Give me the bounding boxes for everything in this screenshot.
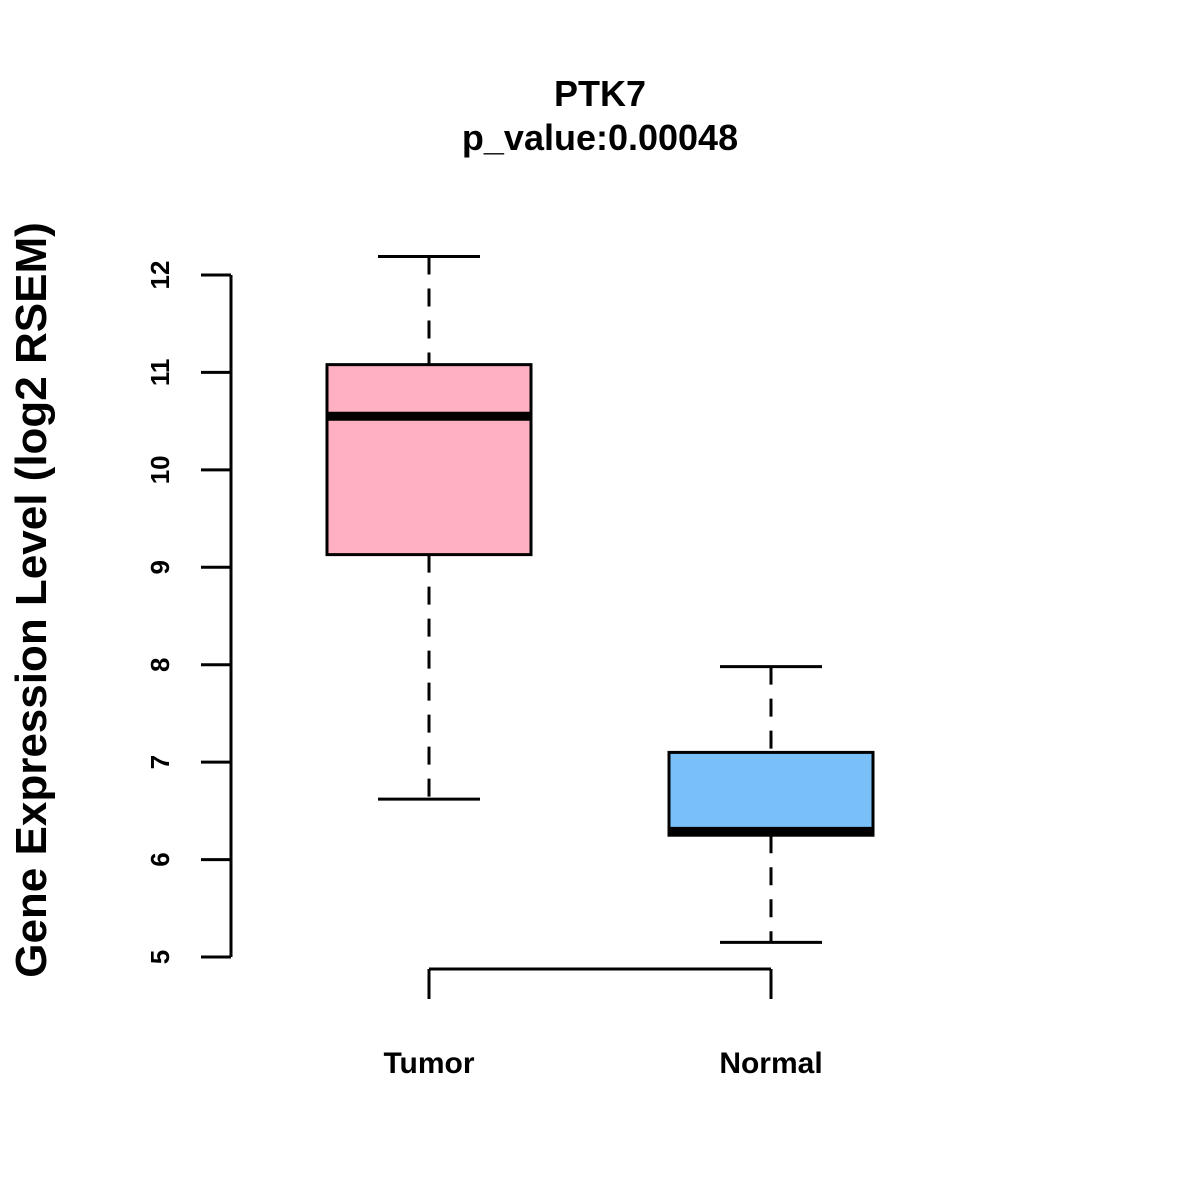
x-axis: Tumor Normal bbox=[383, 967, 823, 1080]
x-tick-label: Normal bbox=[719, 1047, 822, 1080]
y-tick-label: 7 bbox=[145, 755, 175, 769]
iqr-box bbox=[667, 750, 875, 837]
y-tick-label: 8 bbox=[145, 657, 175, 671]
x-tick-label: Tumor bbox=[383, 1047, 474, 1080]
chart-title: PTK7 bbox=[554, 73, 646, 114]
box-normal bbox=[667, 665, 875, 944]
y-tick-label: 5 bbox=[145, 950, 175, 964]
iqr-box bbox=[325, 363, 533, 557]
y-axis-label: Gene Expression Level (log2 RSEM) bbox=[7, 222, 56, 978]
y-tick-label: 6 bbox=[145, 852, 175, 866]
y-tick-label: 10 bbox=[145, 455, 175, 484]
y-tick-label: 9 bbox=[145, 560, 175, 574]
y-axis: 5 6 7 8 9 10 11 12 bbox=[145, 261, 233, 964]
y-tick-label: 11 bbox=[145, 359, 175, 387]
chart-subtitle: p_value:0.00048 bbox=[462, 117, 738, 158]
boxes bbox=[325, 254, 875, 944]
y-tick-label: 12 bbox=[145, 261, 175, 290]
box-tumor bbox=[325, 254, 533, 801]
